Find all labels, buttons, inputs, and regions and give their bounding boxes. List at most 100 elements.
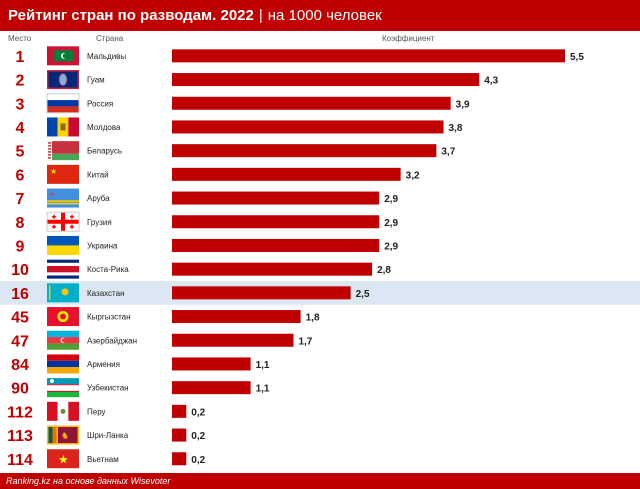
bar — [172, 120, 444, 134]
rank-label: 5 — [16, 144, 25, 161]
country-label: Перу — [87, 407, 106, 416]
table-row: 113 ♞ Шри-Ланка 0,2 — [7, 425, 206, 445]
country-label: Коста-Рика — [87, 265, 129, 274]
bar — [172, 286, 351, 300]
country-label: Грузия — [87, 218, 112, 227]
bar — [172, 167, 401, 181]
title-separator: | — [258, 7, 263, 24]
rank-label: 7 — [16, 191, 25, 208]
country-label: Аруба — [87, 194, 110, 203]
country-label: Россия — [87, 99, 113, 108]
flag-armenia-icon — [47, 354, 79, 374]
flag-maldives-icon — [47, 46, 79, 66]
country-label: Кыргызстан — [87, 313, 131, 322]
rank-label: 114 — [7, 452, 33, 469]
table-row: 7 ✦ Аруба 2,9 — [16, 188, 399, 208]
table-row: 8 Грузия 2,9 — [16, 211, 399, 232]
table-row: 9 Украина 2,9 — [16, 235, 399, 255]
flag-guam-icon — [47, 70, 79, 90]
value-label: 2,9 — [384, 241, 398, 252]
bar — [172, 428, 187, 442]
bar — [172, 452, 187, 466]
rank-label: 45 — [11, 310, 29, 327]
rank-label: 9 — [16, 238, 25, 255]
country-label: Шри-Ланка — [87, 431, 129, 440]
table-row: 3 Россия 3,9 — [16, 93, 470, 114]
value-label: 1,7 — [298, 336, 312, 347]
flag-uzbekistan-icon — [47, 378, 79, 398]
bar — [172, 73, 480, 87]
value-label: 0,2 — [191, 407, 205, 418]
table-row: 10 Коста-Рика 2,8 — [11, 259, 391, 279]
source-note: Ranking.kz на основе данных Wisevoter — [6, 476, 171, 486]
table-row: 90 Узбекистан 1,1 — [11, 378, 270, 398]
flag-georgia-icon — [46, 211, 80, 232]
rank-label: 10 — [11, 262, 29, 279]
value-label: 2,5 — [356, 289, 370, 300]
table-row: 84 Армения 1,1 — [11, 354, 270, 374]
rank-label: 16 — [11, 286, 29, 303]
flag-moldova-icon — [47, 117, 79, 137]
column-header-country: Страна — [96, 34, 124, 43]
flag-kazakhstan-icon — [47, 283, 79, 303]
rank-label: 84 — [11, 357, 29, 374]
rank-label: 3 — [16, 96, 25, 113]
value-label: 3,2 — [406, 170, 420, 181]
value-label: 1,1 — [256, 360, 270, 371]
flag-azerbaijan-icon — [47, 330, 79, 350]
bar — [172, 238, 380, 252]
country-label: Украина — [87, 241, 118, 250]
svg-text:✦: ✦ — [49, 191, 55, 199]
column-header-coef: Коэффициент — [382, 34, 435, 43]
flag-ukraine-icon — [47, 235, 79, 255]
bar — [172, 144, 437, 158]
table-row: 5 Беларусь 3,7 — [16, 141, 456, 161]
rank-label: 6 — [16, 167, 25, 184]
value-label: 2,9 — [384, 194, 398, 205]
country-label: Азербайджан — [87, 336, 137, 345]
table-row: 1 Мальдивы 5,5 — [16, 46, 584, 66]
value-label: 0,2 — [191, 455, 205, 466]
svg-text:♞: ♞ — [61, 432, 69, 442]
table-row: 16 Казахстан 2,5 — [0, 281, 640, 305]
flag-china-icon: ★ — [47, 164, 79, 184]
country-label: Армения — [87, 360, 120, 369]
bar — [172, 96, 451, 110]
flag-aruba-icon: ✦ — [47, 188, 79, 208]
value-label: 2,9 — [384, 218, 398, 229]
country-label: Гуам — [87, 76, 105, 85]
rank-label: 90 — [11, 381, 29, 398]
table-row: 112 Перу 0,2 — [7, 401, 206, 421]
rank-label: 8 — [16, 215, 25, 232]
bar — [172, 381, 251, 395]
table-row: 6 ★ Китай 3,2 — [16, 164, 420, 184]
rank-label: 2 — [16, 73, 25, 90]
flag-russia-icon — [46, 93, 80, 114]
svg-text:★: ★ — [58, 452, 69, 466]
value-label: 4,3 — [484, 76, 498, 87]
table-row: 47 Азербайджан 1,7 — [11, 330, 313, 350]
table-row: 114 ★ Вьетнам 0,2 — [7, 449, 206, 469]
bar — [172, 357, 251, 371]
bar — [172, 191, 380, 205]
column-header-rank: Место — [8, 34, 32, 43]
value-label: 1,8 — [306, 313, 320, 324]
country-label: Китай — [87, 170, 109, 179]
flag-kyrgyzstan-icon — [47, 307, 79, 327]
bar — [172, 333, 294, 347]
country-label: Казахстан — [87, 289, 125, 298]
value-label: 3,9 — [456, 99, 470, 110]
country-label: Вьетнам — [87, 455, 119, 464]
country-label: Мальдивы — [87, 52, 126, 61]
value-label: 2,8 — [377, 265, 391, 276]
svg-text:★: ★ — [50, 167, 57, 176]
bar — [172, 49, 565, 63]
value-label: 3,7 — [441, 147, 455, 158]
rank-label: 47 — [11, 333, 29, 350]
bar — [172, 310, 301, 324]
bar — [172, 215, 380, 229]
value-label: 0,2 — [191, 431, 205, 442]
table-row: 4 Молдова 3,8 — [16, 117, 463, 137]
flag-sri-lanka-icon: ♞ — [47, 425, 79, 445]
value-label: 1,1 — [256, 384, 270, 395]
